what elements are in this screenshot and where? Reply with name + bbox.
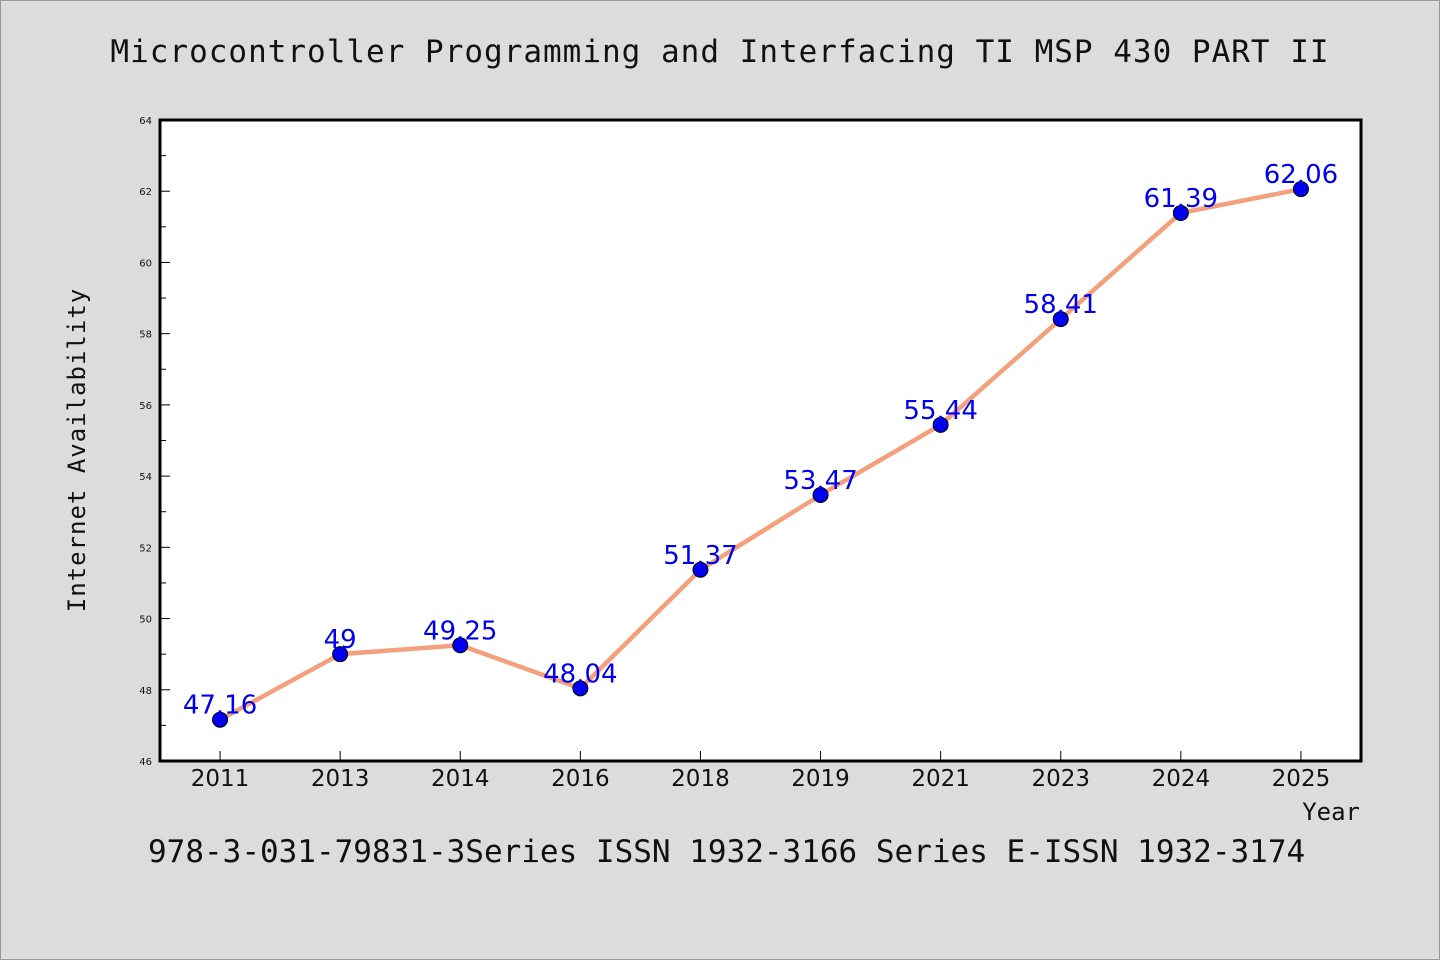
x-tick-label: 2011 xyxy=(191,766,250,792)
y-tick-label: 50 xyxy=(139,615,152,626)
data-point xyxy=(1052,311,1069,328)
data-point xyxy=(1292,181,1309,198)
x-axis: 2011 2013 2014 2016 2018 2019 2021 2023 2024 2025 xyxy=(191,751,1330,792)
y-tick-label: 54 xyxy=(139,472,152,483)
data-label: 49.25 xyxy=(423,616,497,646)
footer-text: 978-3-031-79831-3Series ISSN 1932-3166 S… xyxy=(148,834,1306,870)
data-point xyxy=(1172,204,1189,221)
series-group: 47.16 49 49.25 48.04 51.37 53.47 55.44 58.41 61.… xyxy=(183,160,1338,728)
data-label: 55.44 xyxy=(903,396,977,426)
series-line xyxy=(217,186,1304,722)
data-label: 53.47 xyxy=(783,466,857,496)
y-tick-label: 58 xyxy=(139,330,152,341)
y-tick-label: 56 xyxy=(139,401,152,412)
y-tick-label: 62 xyxy=(139,187,152,198)
data-point xyxy=(572,680,589,697)
data-point xyxy=(812,486,829,503)
y-axis-label: Internet Availability xyxy=(63,288,91,612)
data-point xyxy=(692,561,709,578)
x-tick-label: 2018 xyxy=(671,766,730,792)
y-tick-label: 48 xyxy=(139,686,152,697)
x-tick-label: 2019 xyxy=(791,766,850,792)
x-tick-label: 2023 xyxy=(1031,766,1090,792)
data-label: 48.04 xyxy=(543,659,617,689)
data-point xyxy=(332,646,349,663)
data-label: 47.16 xyxy=(183,691,257,721)
x-axis-label: Year xyxy=(1302,798,1360,826)
chart-title: Microcontroller Programming and Interfac… xyxy=(110,34,1330,70)
data-label: 51.37 xyxy=(663,541,737,571)
data-label: 58.41 xyxy=(1024,290,1098,320)
data-point xyxy=(452,637,469,654)
x-tick-label: 2024 xyxy=(1152,766,1211,792)
data-label: 61.39 xyxy=(1144,184,1218,214)
x-tick-label: 2025 xyxy=(1272,766,1331,792)
data-label: 62.06 xyxy=(1264,160,1338,190)
data-label: 49 xyxy=(324,625,357,655)
data-point xyxy=(932,416,949,433)
y-tick-label: 64 xyxy=(139,116,152,127)
y-tick-label: 52 xyxy=(139,543,152,554)
x-tick-label: 2014 xyxy=(431,766,490,792)
x-tick-label: 2016 xyxy=(551,766,610,792)
y-axis: 46 48 50 52 54 56 58 60 62 64 xyxy=(139,116,170,768)
y-tick-label: 60 xyxy=(139,258,152,269)
x-tick-label: 2013 xyxy=(311,766,370,792)
data-point xyxy=(212,711,229,728)
x-tick-label: 2021 xyxy=(911,766,970,792)
y-tick-label: 46 xyxy=(139,757,152,768)
